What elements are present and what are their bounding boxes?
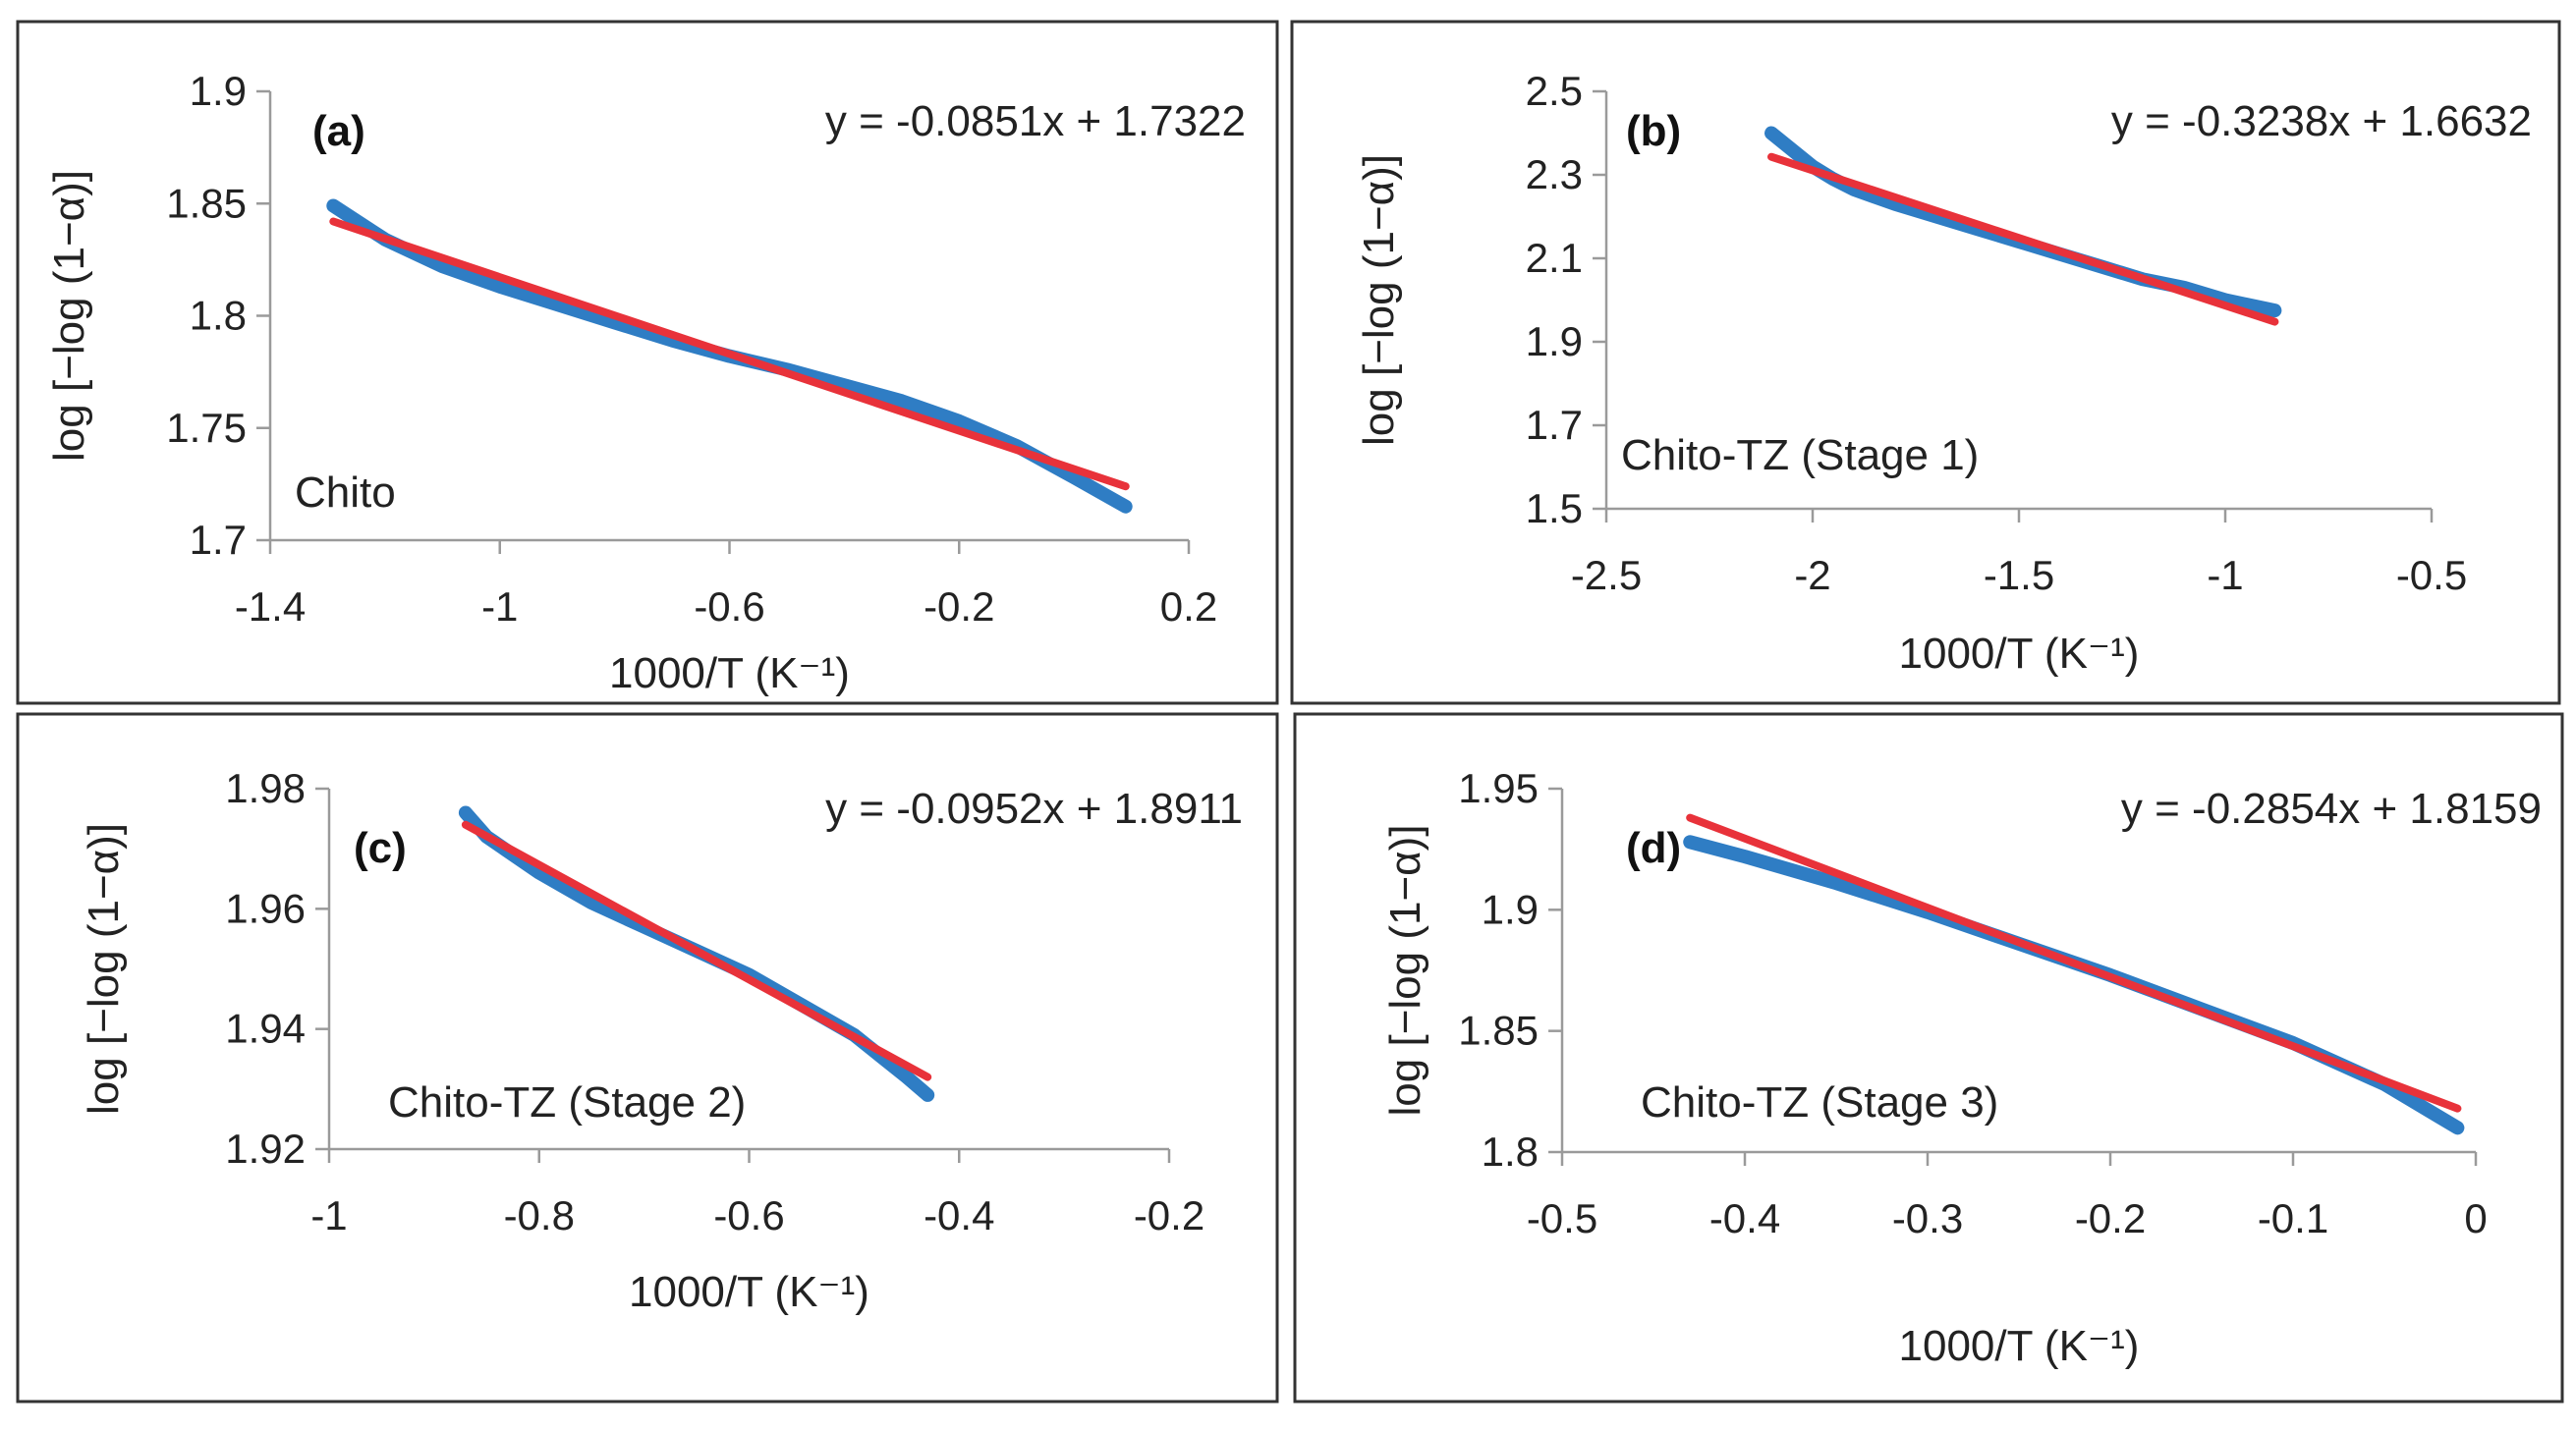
- panel-border: [16, 20, 1279, 705]
- x-tick-label: -2.5: [1571, 552, 1642, 598]
- panel-letter: (c): [354, 824, 407, 872]
- y-tick-label: 1.9: [1526, 318, 1583, 364]
- chart-panel-1: 1.7 1.75 1.8 1.85 1.9 -1.4 -1 -0.6 -0.2 0.2 (a) y =…: [16, 20, 1279, 705]
- x-axis-title: 1000/T (K⁻¹): [629, 1268, 869, 1316]
- x-tick-label: -0.2: [2075, 1195, 2146, 1241]
- x-tick-label: -0.5: [2396, 552, 2467, 598]
- fit-equation: y = -0.2854x + 1.8159: [2121, 785, 2542, 833]
- x-tick-label: -1.4: [235, 583, 306, 630]
- chart-panel-3: 1.92 1.94 1.96 1.98 -1 -0.8 -0.6 -0.4 -0.2 (c) y =…: [16, 712, 1279, 1403]
- chart-panel-4: 1.8 1.85 1.9 1.95 -0.5 -0.4 -0.3 -0.2 -0.1 0 (d) y …: [1293, 712, 2564, 1403]
- series-name-label: Chito-TZ (Stage 1): [1621, 431, 1979, 479]
- fit-equation: y = -0.0952x + 1.8911: [825, 785, 1243, 833]
- x-tick-label: -0.5: [1527, 1195, 1597, 1241]
- series-line-linear-fit: [1686, 813, 2462, 1113]
- y-tick-label: 2.3: [1526, 151, 1583, 197]
- x-tick-label: -1: [481, 583, 518, 630]
- panel-border: [16, 712, 1279, 1403]
- y-tick-label: 1.92: [225, 1126, 306, 1172]
- panel-border: [1293, 712, 2564, 1403]
- series-name-label: Chito-TZ (Stage 3): [1641, 1078, 1998, 1127]
- y-tick-label: 1.85: [1458, 1008, 1539, 1054]
- y-axis-title: log [−log (1−α)]: [80, 823, 128, 1115]
- x-tick-label: -0.6: [713, 1192, 784, 1238]
- y-axis-title: log [−log (1−α)]: [1381, 825, 1429, 1117]
- y-tick-label: 1.95: [1458, 765, 1539, 811]
- y-tick-label: 2.1: [1526, 235, 1583, 281]
- x-tick-label: -0.2: [1134, 1192, 1204, 1238]
- y-axis-title: log [−log (1−α)]: [45, 170, 93, 462]
- x-tick-label: -1: [2207, 552, 2243, 598]
- x-tick-label: -0.3: [1892, 1195, 1963, 1241]
- x-tick-label: 0.2: [1160, 583, 1217, 630]
- y-tick-label: 1.8: [190, 293, 247, 339]
- series-line-linear-fit: [461, 820, 932, 1081]
- y-tick-label: 1.85: [166, 180, 247, 226]
- y-tick-label: 1.7: [1526, 402, 1583, 448]
- x-tick-label: -2: [1794, 552, 1830, 598]
- chart-panel-2: 1.5 1.7 1.9 2.1 2.3 2.5 -2.5 -2 -1.5 -1 -0.5 (b) y =…: [1290, 20, 2561, 705]
- y-tick-label: 1.98: [225, 765, 306, 811]
- y-tick-label: 1.94: [225, 1006, 306, 1052]
- x-tick-label: -0.1: [2258, 1195, 2328, 1241]
- y-tick-label: 1.96: [225, 885, 306, 931]
- y-tick-label: 1.75: [166, 405, 247, 451]
- y-tick-label: 1.8: [1482, 1128, 1539, 1175]
- y-axis-title: log [−log (1−α)]: [1355, 154, 1403, 446]
- fit-equation: y = -0.0851x + 1.7322: [825, 97, 1246, 145]
- y-tick-label: 1.7: [190, 517, 247, 563]
- panel-letter: (a): [312, 107, 365, 155]
- x-tick-label: -0.8: [504, 1192, 575, 1238]
- series-line-linear-fit: [1767, 152, 2279, 326]
- panels: 1.7 1.75 1.8 1.85 1.9 -1.4 -1 -0.6 -0.2 0.2 (a) y =…: [16, 20, 2564, 1403]
- fit-equation: y = -0.3238x + 1.6632: [2111, 97, 2532, 145]
- series-line-linear-fit: [329, 217, 1130, 491]
- x-axis-title: 1000/T (K⁻¹): [1899, 1322, 2140, 1370]
- x-tick-label: -0.6: [694, 583, 764, 630]
- x-axis-title: 1000/T (K⁻¹): [609, 649, 850, 697]
- panel-letter: (b): [1626, 107, 1681, 155]
- y-tick-label: 1.5: [1526, 485, 1583, 531]
- panel-border: [1290, 20, 2561, 705]
- series-name-label: Chito: [295, 468, 396, 517]
- panel-letter: (d): [1626, 824, 1681, 872]
- x-tick-label: -0.4: [1709, 1195, 1780, 1241]
- x-tick-label: -1: [310, 1192, 347, 1238]
- x-tick-label: -0.2: [924, 583, 994, 630]
- series-name-label: Chito-TZ (Stage 2): [388, 1078, 746, 1127]
- y-tick-label: 1.9: [1482, 886, 1539, 932]
- x-tick-label: 0: [2464, 1195, 2487, 1241]
- x-tick-label: -0.4: [924, 1192, 994, 1238]
- x-tick-label: -1.5: [1984, 552, 2054, 598]
- y-tick-label: 2.5: [1526, 68, 1583, 114]
- y-tick-label: 1.9: [190, 68, 247, 114]
- x-axis-title: 1000/T (K⁻¹): [1899, 630, 2140, 678]
